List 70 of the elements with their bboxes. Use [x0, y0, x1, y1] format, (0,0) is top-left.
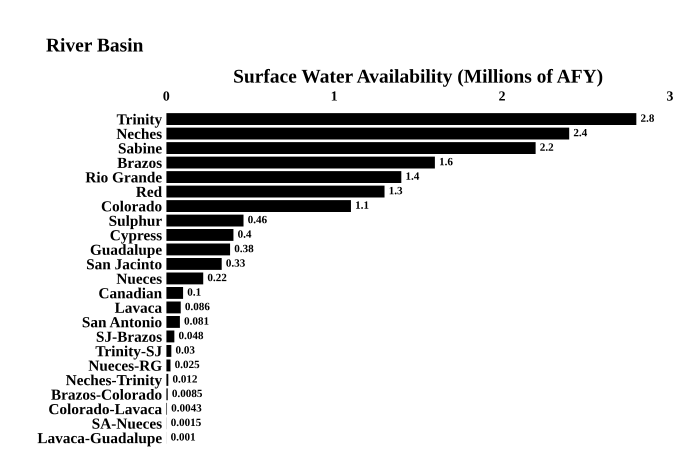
data-label: 0.33: [226, 259, 245, 267]
bar: [166, 301, 181, 314]
data-label: 0.025: [175, 360, 200, 368]
bar: [166, 229, 234, 241]
data-label: 0.001: [171, 433, 196, 441]
bar: [166, 330, 174, 342]
bar: [166, 214, 244, 226]
data-label: 0.0043: [172, 404, 202, 412]
data-label: 0.012: [172, 375, 197, 383]
y-tick-label: Brazos-Colorado: [51, 389, 162, 400]
bar: [166, 200, 351, 212]
data-label: 2.4: [574, 128, 588, 136]
data-label: 2.2: [540, 143, 554, 151]
bar: [166, 287, 184, 299]
bar: [166, 156, 435, 168]
x-axis-title: Surface Water Availability (Millions of AFY): [234, 68, 602, 87]
data-label: 1.3: [390, 186, 402, 194]
x-tick-label: 3: [666, 91, 673, 101]
data-label: 1.6: [440, 158, 453, 166]
bar: [166, 171, 402, 183]
bar: [166, 359, 170, 372]
data-label: 2.8: [640, 114, 654, 122]
chart-title: River Basin: [46, 38, 144, 52]
y-tick-label: Sabine: [118, 142, 162, 154]
bar: [166, 244, 230, 256]
y-tick-label: Lavaca-Guadalupe: [38, 432, 162, 446]
y-tick-label: Neches-Trinity: [66, 374, 162, 388]
data-label: 0.4: [238, 230, 252, 238]
y-tick-label: Canadian: [99, 288, 162, 298]
bar: [166, 272, 204, 284]
data-label: 0.081: [184, 317, 208, 325]
y-tick-label: Trinity: [116, 114, 162, 128]
data-label: 0.46: [248, 216, 267, 224]
y-tick-label: Nueces: [116, 274, 162, 284]
bar: [166, 258, 222, 270]
data-label: 0.0015: [171, 418, 201, 426]
y-tick-label: Guadalupe: [90, 244, 162, 258]
data-label: 0.38: [234, 244, 254, 252]
y-tick-label: San Jacinto: [86, 258, 162, 270]
data-label: 0.1: [188, 288, 201, 296]
y-tick-label: Colorado-Lavaca: [49, 404, 162, 414]
x-tick-label: 2: [499, 91, 505, 101]
y-tick-label: Sulphur: [109, 215, 162, 230]
data-label: 0.0085: [172, 390, 202, 398]
x-tick-label: 0: [163, 91, 170, 101]
bar: [166, 316, 180, 328]
bar: [166, 128, 570, 140]
bar: [166, 186, 385, 198]
data-label: 0.086: [185, 302, 210, 310]
data-label: 0.048: [178, 332, 204, 340]
data-label: 1.4: [406, 172, 420, 180]
y-tick-label: Cypress: [110, 230, 162, 244]
y-tick-label: Brazos: [117, 158, 162, 168]
bar: [166, 344, 172, 357]
y-tick-label: Red: [136, 186, 162, 197]
y-tick-label: Rio Grande: [86, 172, 162, 182]
data-label: 0.03: [176, 346, 195, 354]
y-tick-label: San Antonio: [82, 316, 162, 328]
y-tick-label: Nueces-RG: [88, 360, 162, 371]
y-tick-label: Colorado: [102, 200, 162, 212]
y-tick-label: Lavaca: [114, 302, 162, 313]
x-tick-label: 1: [332, 91, 337, 101]
data-label: 1.1: [356, 201, 368, 209]
data-label: 0.22: [208, 274, 226, 282]
bar: [166, 113, 636, 126]
y-tick-label: Trinity-SJ: [96, 346, 162, 360]
y-tick-label: Neches: [116, 128, 162, 140]
y-tick-label: SA-Nueces: [92, 418, 162, 429]
y-tick-label: SJ-Brazos: [96, 332, 162, 342]
bar: [166, 142, 536, 154]
